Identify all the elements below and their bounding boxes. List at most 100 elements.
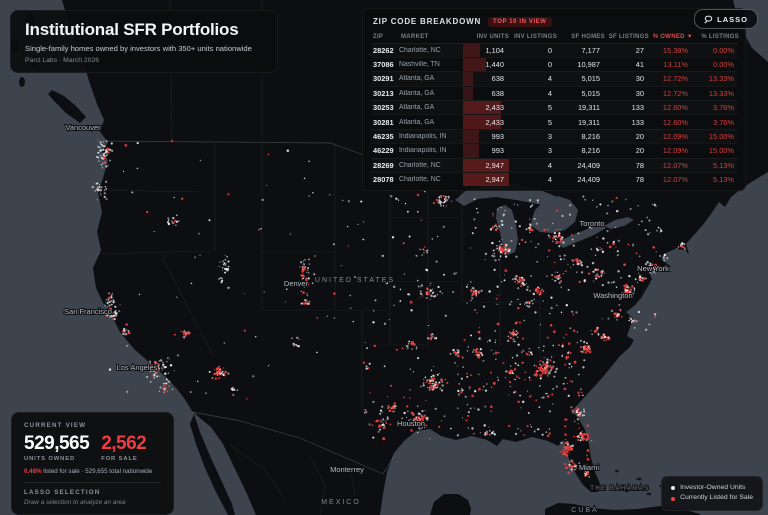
pct-owned-cell: 12.72% (662, 88, 688, 98)
pct-owned-cell: 12.60% (662, 103, 688, 113)
sf-homes-cell: 8,216 (581, 132, 601, 142)
market-cell: Indianapolis, IN (399, 133, 447, 141)
units-owned-caption: UNITS OWNED (24, 456, 76, 462)
pct-listings-cell: 3.76% (713, 103, 734, 113)
pct-listings-cell: 15.00% (708, 132, 734, 142)
col-inv-listings[interactable]: INV LISTINGS (514, 33, 557, 40)
map-label-toronto: Toronto (579, 219, 604, 228)
sf-homes-cell: 7,177 (581, 45, 601, 55)
table-row[interactable]: 30291 Atlanta, GA 638 4 5,015 30 12.72% 13.33% (371, 71, 737, 86)
col-zip[interactable]: ZIP (373, 33, 384, 40)
legend-listed-label: Currently Listed for Sale (680, 494, 753, 502)
lasso-button[interactable]: LASSO (694, 9, 758, 29)
pct-listings-cell: 13.33% (708, 88, 734, 98)
inv-units-cell: 1,440 (485, 60, 505, 70)
zip-cell: 37086 (373, 60, 394, 70)
title-panel: Institutional SFR Portfolios Single-fami… (10, 10, 278, 73)
pct-listings-cell: 0.00% (713, 45, 734, 55)
legend-owned-label: Investor-Owned Units (680, 483, 746, 491)
for-sale-value: 2,562 (101, 433, 147, 454)
zip-cell: 30281 (373, 117, 394, 127)
market-cell: Atlanta, GA (399, 118, 435, 126)
col-pct-listings[interactable]: % LISTINGS (701, 33, 739, 40)
map-label-layer: Vancouver San Francisco Los Angeles Denver U… (63, 122, 670, 515)
zip-cell: 28078 (373, 175, 394, 185)
table-row[interactable]: 30213 Atlanta, GA 638 4 5,015 30 12.72% 13.33% (371, 85, 737, 101)
col-sf-homes[interactable]: SF HOMES (571, 33, 605, 40)
page-subtitle: Single-family homes owned by investors w… (25, 44, 252, 53)
pct-listings-cell: 5.13% (713, 160, 734, 170)
sf-listings-cell: 27 (635, 45, 644, 55)
listed-pct: 0.48% (24, 468, 42, 475)
sf-listings-cell: 78 (635, 160, 644, 170)
inv-listings-cell: 5 (547, 117, 552, 127)
col-pct-owned-sorted[interactable]: % OWNED ▼ (652, 33, 693, 40)
pct-owned-cell: 12.72% (662, 74, 688, 84)
for-sale-caption: FOR SALE (101, 456, 138, 462)
table-row[interactable]: 30281 Atlanta, GA 2,433 5 19,311 133 12.60% 3.7… (371, 114, 737, 129)
inv-units-cell: 2,433 (485, 117, 505, 127)
inv-listings-cell: 0 (547, 60, 552, 70)
table-row[interactable]: 37086 Nashville, TN 1,440 0 10,987 41 13.11% 0.… (371, 56, 737, 72)
sf-listings-cell: 20 (635, 132, 644, 142)
sf-homes-cell: 19,311 (577, 103, 600, 113)
sf-homes-cell: 5,015 (581, 74, 601, 84)
legend-item-listed: Currently Listed for Sale (671, 493, 753, 504)
map-label-new-york: New York (637, 264, 669, 273)
inv-units-bar (463, 72, 474, 86)
pct-listings-cell: 15.00% (708, 146, 734, 156)
market-cell: Atlanta, GA (399, 75, 435, 83)
inv-listings-cell: 4 (547, 88, 552, 98)
pct-owned-cell: 12.60% (662, 117, 688, 127)
table-row[interactable]: 30253 Atlanta, GA 2,433 5 19,311 133 12.60% 3.7… (371, 100, 737, 115)
market-cell: Atlanta, GA (399, 104, 435, 112)
col-sf-listings[interactable]: SF LISTINGS (608, 33, 649, 40)
map-label-united-states: UNITED STATES (315, 277, 395, 284)
units-owned-block: 529,565 UNITS OWNED (24, 434, 90, 462)
white-dot-icon (671, 486, 676, 491)
zip-cell: 30291 (373, 74, 394, 84)
lasso-selection-hint: Draw a selection to analyze an area (24, 499, 126, 506)
lasso-icon (704, 15, 713, 23)
map-label-vancouver: Vancouver (65, 123, 101, 132)
pct-listings-cell: 3.76% (713, 117, 734, 127)
table-row[interactable]: 28078 Charlotte, NC 2,947 4 24,409 78 12.07% 5.… (371, 172, 737, 187)
table-row[interactable]: 46229 Indianapolis, IN 993 3 8,216 20 12.09% 15… (371, 143, 737, 158)
pct-owned-cell: 12.07% (662, 160, 688, 170)
nationwide-note-text: listed for sale · 529,655 total nationwi… (41, 468, 153, 475)
table-row[interactable]: 46235 Indianapolis, IN 993 3 8,216 20 12.09% 15… (371, 128, 737, 144)
page-source: Parcl Labs · March 2026 (25, 57, 100, 64)
table-row[interactable]: 28269 Charlotte, NC 2,947 4 24,409 78 12.07% 5.… (371, 157, 737, 173)
pct-listings-cell: 0.00% (713, 60, 734, 70)
inv-listings-cell: 0 (547, 45, 552, 55)
legend-item-owned: Investor-Owned Units (671, 483, 753, 494)
inv-units-bar (463, 86, 474, 101)
col-market[interactable]: MARKET (401, 33, 429, 40)
inv-units-cell: 638 (491, 74, 504, 84)
inv-units-bar (463, 115, 502, 129)
map-label-monterrey: Monterrey (330, 465, 364, 474)
pct-owned-cell: 13.11% (663, 60, 688, 70)
market-cell: Indianapolis, IN (399, 147, 447, 155)
table-header-row: ZIP MARKET INV UNITS INV LISTINGS SF HOM… (371, 32, 739, 44)
sf-listings-cell: 78 (635, 175, 644, 185)
sf-listings-cell: 30 (635, 74, 644, 84)
table-row[interactable]: 28262 Charlotte, NC 1,104 0 7,177 27 15.38% 0.0… (371, 43, 737, 57)
map-label-washington: Washington (593, 291, 632, 300)
pct-owned-cell: 12.07% (662, 175, 688, 185)
lasso-selection-label: LASSO SELECTION (24, 489, 101, 496)
map-dot-layer (91, 139, 687, 478)
current-view-label: CURRENT VIEW (24, 422, 87, 429)
map-label-los-angeles: Los Angeles (117, 363, 158, 372)
sf-homes-cell: 19,311 (577, 117, 600, 127)
inv-units-bar (463, 57, 486, 72)
pct-owned-cell: 15.38% (662, 45, 688, 55)
table-title: ZIP CODE BREAKDOWN (373, 17, 482, 27)
inv-units-bar (463, 101, 502, 115)
col-inv-units[interactable]: INV UNITS (476, 33, 509, 40)
map-label-cuba: CUBA (571, 507, 598, 514)
map-label-houston: Houston (397, 419, 425, 428)
map-label-miami: Miami (579, 463, 599, 472)
pct-listings-cell: 13.33% (708, 74, 734, 84)
inv-units-bar (463, 129, 479, 144)
